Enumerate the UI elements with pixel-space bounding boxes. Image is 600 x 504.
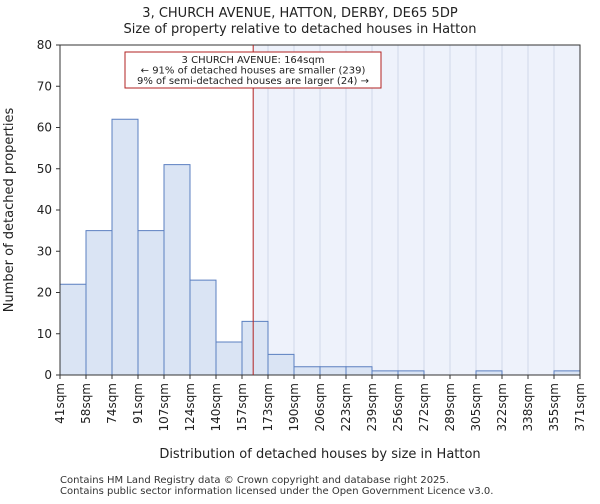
y-tick-label: 10 bbox=[37, 327, 52, 341]
plot-area: 0 10 20 30 40 50 60 70 80 41sqm 58sqm 74sqm 91sqm 107… bbox=[37, 38, 587, 431]
bar-6 bbox=[215, 341, 243, 376]
footer-line-1: Contains HM Land Registry data © Crown c… bbox=[60, 475, 449, 486]
x-tick-label: 239sqm bbox=[365, 383, 379, 431]
x-tick-label: 305sqm bbox=[469, 383, 483, 431]
annotation-box bbox=[124, 51, 382, 89]
y-tick-label: 30 bbox=[37, 244, 52, 258]
x-tick-label: 124sqm bbox=[183, 383, 197, 431]
bar-13 bbox=[397, 370, 425, 376]
bar-11 bbox=[345, 366, 373, 376]
y-tick-label: 40 bbox=[37, 203, 52, 217]
x-tick-label: 206sqm bbox=[313, 383, 327, 431]
bar-9 bbox=[293, 366, 321, 376]
y-tick-label: 20 bbox=[37, 286, 52, 300]
bar-8 bbox=[267, 353, 295, 376]
x-tick-label: 338sqm bbox=[521, 383, 535, 431]
x-tick-label: 173sqm bbox=[261, 383, 275, 431]
y-tick-label: 80 bbox=[37, 38, 52, 52]
x-tick-label: 371sqm bbox=[573, 383, 587, 431]
x-tick-label: 223sqm bbox=[339, 383, 353, 431]
bar-1 bbox=[85, 230, 113, 376]
y-tick-label: 0 bbox=[44, 368, 52, 382]
x-tick-label: 289sqm bbox=[443, 383, 457, 431]
y-axis-label: Number of detached properties bbox=[2, 108, 17, 313]
x-tick-label: 107sqm bbox=[157, 383, 171, 431]
bar-19 bbox=[553, 370, 581, 376]
x-axis-label: Distribution of detached houses by size … bbox=[159, 447, 480, 462]
x-tick-label: 272sqm bbox=[417, 383, 431, 431]
annotation-line-3: 9% of semi-detached houses are larger (2… bbox=[137, 76, 369, 87]
y-tick-label: 70 bbox=[37, 79, 52, 93]
bar-5 bbox=[189, 279, 217, 376]
bar-0 bbox=[59, 283, 87, 376]
x-tick-label: 74sqm bbox=[105, 383, 119, 424]
x-tick-label: 157sqm bbox=[235, 383, 249, 431]
x-tick-label: 140sqm bbox=[209, 383, 223, 431]
highlight-region bbox=[253, 45, 580, 375]
bar-10 bbox=[319, 366, 347, 376]
x-tick-label: 355sqm bbox=[547, 383, 561, 431]
x-tick-label: 322sqm bbox=[495, 383, 509, 431]
annotation-line-2: ← 91% of detached houses are smaller (23… bbox=[141, 66, 366, 77]
bar-7 bbox=[241, 320, 269, 376]
chart-subtitle: Size of property relative to detached ho… bbox=[124, 22, 477, 37]
annotation-line-1: 3 CHURCH AVENUE: 164sqm bbox=[182, 55, 325, 66]
x-tick-label: 58sqm bbox=[79, 383, 93, 424]
bar-12 bbox=[371, 370, 399, 376]
chart-title: 3, CHURCH AVENUE, HATTON, DERBY, DE65 5D… bbox=[142, 6, 458, 21]
bar-16 bbox=[475, 370, 503, 376]
footer-line-2: Contains public sector information licen… bbox=[60, 486, 493, 497]
x-tick-label: 256sqm bbox=[391, 383, 405, 431]
bar-4 bbox=[163, 164, 191, 376]
x-tick-label: 41sqm bbox=[53, 383, 67, 424]
y-tick-label: 60 bbox=[37, 121, 52, 135]
x-tick-label: 91sqm bbox=[131, 383, 145, 424]
y-tick-label: 50 bbox=[37, 162, 52, 176]
bar-3 bbox=[137, 230, 165, 376]
bar-2 bbox=[111, 118, 139, 376]
x-tick-label: 190sqm bbox=[287, 383, 301, 431]
